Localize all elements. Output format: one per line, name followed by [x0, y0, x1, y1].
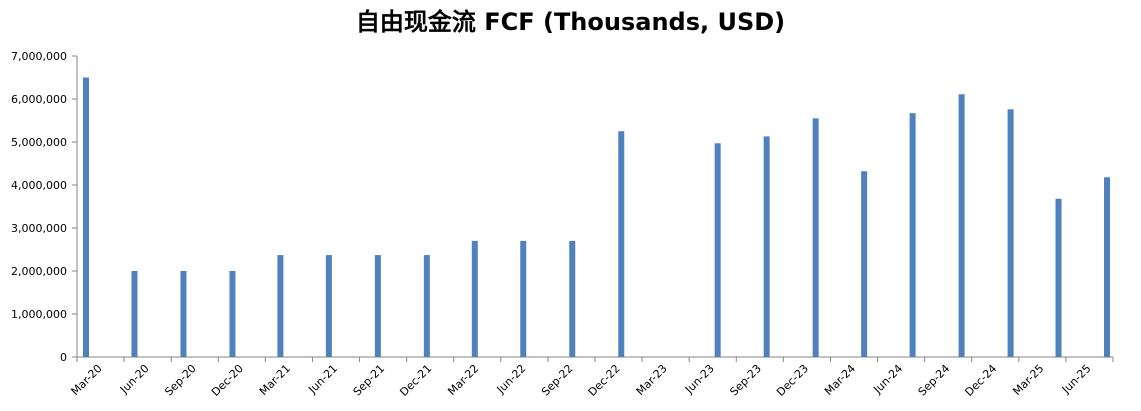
bar: [714, 143, 721, 357]
x-tick-label: Mar-20: [69, 362, 105, 398]
bar: [277, 255, 284, 357]
y-tick-label: 1,000,000: [11, 308, 67, 321]
bar: [131, 271, 138, 357]
bar: [325, 255, 332, 357]
bar: [569, 240, 576, 357]
bar: [909, 113, 916, 357]
bar: [958, 94, 965, 358]
bar: [763, 136, 770, 357]
y-tick-label: 0: [60, 351, 67, 364]
y-tick-label: 3,000,000: [11, 222, 67, 235]
x-tick-label: Dec-23: [774, 362, 811, 399]
bar: [1055, 198, 1062, 357]
x-tick-label: Jun-21: [305, 362, 340, 397]
x-tick-label: Jun-23: [682, 362, 717, 397]
x-axis: Mar-20 Jun-20 Sep-20 Dec-20 Mar-21 Jun-21 Sep-…: [69, 356, 1114, 399]
x-tick-label: Dec-21: [397, 362, 434, 399]
bar-series: [83, 77, 1110, 358]
x-tick-label: Sep-20: [162, 362, 199, 399]
x-tick-label: Jun-24: [870, 362, 905, 397]
bar: [423, 255, 430, 357]
bar: [1007, 109, 1014, 357]
y-tick-label: 7,000,000: [11, 50, 67, 63]
x-tick-label: Dec-24: [962, 362, 999, 399]
chart-title: 自由现金流 FCF (Thousands, USD): [355, 8, 786, 36]
x-tick-label: Sep-24: [916, 362, 953, 399]
bar: [471, 240, 478, 357]
x-tick-label: Sep-21: [351, 362, 388, 399]
y-tick-label: 4,000,000: [11, 179, 67, 192]
x-tick-label: Mar-24: [822, 362, 858, 398]
bar: [180, 271, 187, 357]
bar: [83, 77, 89, 357]
y-tick-label: 6,000,000: [11, 93, 67, 106]
bar: [229, 271, 236, 357]
bar: [374, 255, 381, 357]
y-tick-label: 5,000,000: [11, 136, 67, 149]
x-tick-label: Jun-25: [1059, 362, 1094, 397]
x-tick-label: Sep-23: [727, 362, 764, 399]
y-tick-label: 2,000,000: [11, 265, 67, 278]
x-tick-label: Jun-20: [117, 362, 152, 397]
x-tick-label: Mar-22: [445, 362, 481, 398]
y-axis: 0 1,000,000 2,000,000 3,000,000 4,000,000 5,0…: [11, 50, 78, 364]
x-tick-label: Dec-20: [209, 362, 246, 399]
bar: [520, 240, 527, 357]
bar: [618, 131, 625, 357]
bar: [861, 171, 868, 357]
x-tick-label: Mar-21: [257, 362, 293, 398]
x-tick-label: Sep-22: [539, 362, 576, 399]
x-tick-label: Mar-23: [634, 362, 670, 398]
x-tick-label: Jun-22: [494, 362, 529, 397]
bar: [812, 118, 819, 357]
x-tick-label: Mar-25: [1010, 362, 1046, 398]
x-tick-label: Dec-22: [586, 362, 623, 399]
bar: [1104, 177, 1110, 357]
